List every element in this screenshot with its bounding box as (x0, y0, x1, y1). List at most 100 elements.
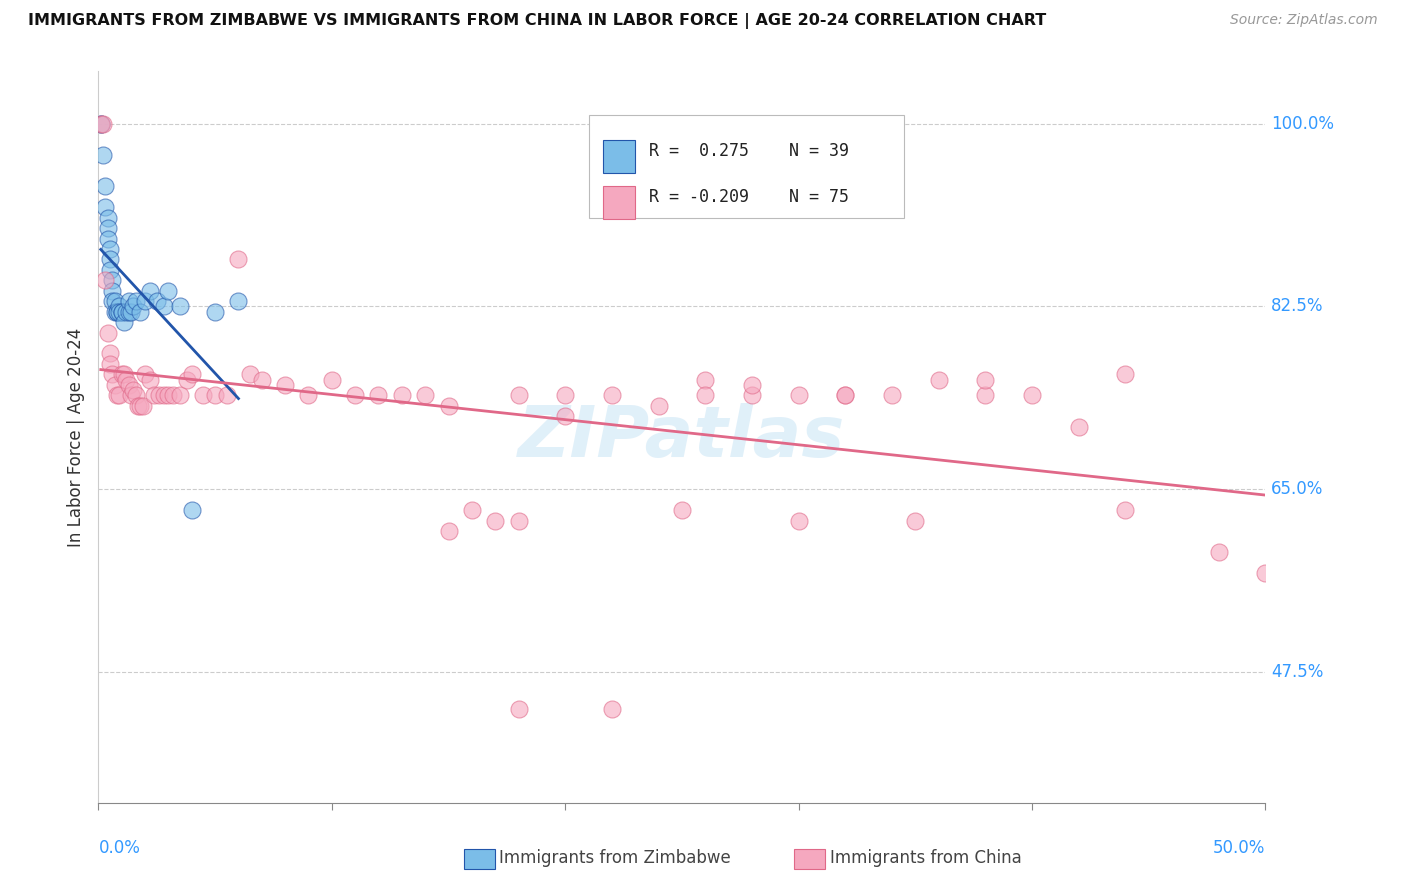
Point (600, 388, 623, 402)
Point (105, 304, 128, 318)
Y-axis label: In Labor Force | Age 20-24: In Labor Force | Age 20-24 (66, 327, 84, 547)
Point (974, 373, 997, 387)
Text: 0.0%: 0.0% (98, 839, 141, 857)
Point (118, 294, 141, 309)
Point (974, 388, 997, 402)
Point (97, 221, 120, 235)
Point (180, 368, 202, 382)
Point (120, 304, 142, 318)
Point (741, 377, 763, 392)
Bar (603, 140, 636, 173)
Point (98, 263, 121, 277)
Point (671, 503, 693, 517)
Point (127, 399, 149, 413)
Point (115, 373, 138, 387)
Point (97, 326, 120, 340)
Point (437, 399, 460, 413)
Point (169, 388, 191, 402)
Point (176, 373, 198, 387)
Point (391, 388, 413, 402)
Point (108, 304, 131, 318)
Point (228, 252, 250, 267)
Point (508, 388, 530, 402)
Point (880, 388, 903, 402)
Point (98, 357, 121, 371)
Point (120, 388, 142, 402)
Point (484, 514, 506, 528)
Point (215, 388, 238, 402)
Point (90, 117, 112, 131)
Text: 50.0%: 50.0% (1213, 839, 1265, 857)
Point (250, 373, 273, 387)
Point (148, 388, 170, 402)
Point (98, 346, 121, 360)
Point (228, 294, 250, 309)
Point (122, 383, 145, 397)
Text: Immigrants from Zimbabwe: Immigrants from Zimbabwe (499, 849, 731, 867)
Point (695, 388, 717, 402)
Point (461, 503, 484, 517)
Text: 65.0%: 65.0% (1271, 480, 1323, 499)
Point (112, 315, 135, 329)
Point (111, 304, 134, 318)
Point (101, 284, 124, 298)
Point (321, 373, 343, 387)
Point (125, 388, 148, 402)
Point (904, 514, 927, 528)
Point (695, 373, 717, 387)
Point (94, 273, 117, 287)
Point (157, 388, 180, 402)
Point (180, 503, 202, 517)
Point (139, 284, 162, 298)
Text: 47.5%: 47.5% (1271, 663, 1323, 681)
Text: R = -0.209    N = 75: R = -0.209 N = 75 (650, 188, 849, 206)
Point (508, 702, 530, 716)
Point (1254, 566, 1277, 580)
Point (94, 200, 117, 214)
Point (104, 377, 127, 392)
Point (97, 231, 120, 245)
Point (129, 304, 152, 318)
Point (554, 409, 576, 424)
Text: 100.0%: 100.0% (1271, 114, 1334, 133)
Point (122, 300, 145, 314)
Text: Immigrants from China: Immigrants from China (830, 849, 1021, 867)
Point (413, 388, 436, 402)
Text: Source: ZipAtlas.com: Source: ZipAtlas.com (1230, 13, 1378, 28)
Point (647, 399, 669, 413)
Point (834, 388, 856, 402)
Point (101, 368, 124, 382)
Point (274, 377, 297, 392)
Point (104, 294, 127, 309)
Point (344, 388, 367, 402)
Point (90, 117, 112, 131)
Point (239, 368, 262, 382)
FancyBboxPatch shape (589, 115, 904, 218)
Point (105, 388, 128, 402)
Point (125, 294, 148, 309)
Point (101, 273, 124, 287)
Point (204, 304, 226, 318)
Point (105, 304, 128, 318)
Point (97, 211, 120, 225)
Point (111, 368, 134, 382)
Point (108, 300, 131, 314)
Point (98, 252, 121, 267)
Point (101, 294, 124, 309)
Point (91, 117, 114, 131)
Point (104, 304, 127, 318)
Point (1021, 388, 1043, 402)
Point (146, 294, 169, 309)
Point (157, 284, 180, 298)
Bar (603, 186, 636, 219)
Point (108, 388, 131, 402)
Point (1114, 503, 1136, 517)
Point (367, 388, 389, 402)
Point (143, 388, 166, 402)
Point (115, 304, 138, 318)
Point (111, 304, 134, 318)
Text: IMMIGRANTS FROM ZIMBABWE VS IMMIGRANTS FROM CHINA IN LABOR FORCE | AGE 20-24 COR: IMMIGRANTS FROM ZIMBABWE VS IMMIGRANTS F… (28, 13, 1046, 29)
Point (91, 148, 114, 162)
Point (118, 377, 141, 392)
Point (152, 300, 174, 314)
